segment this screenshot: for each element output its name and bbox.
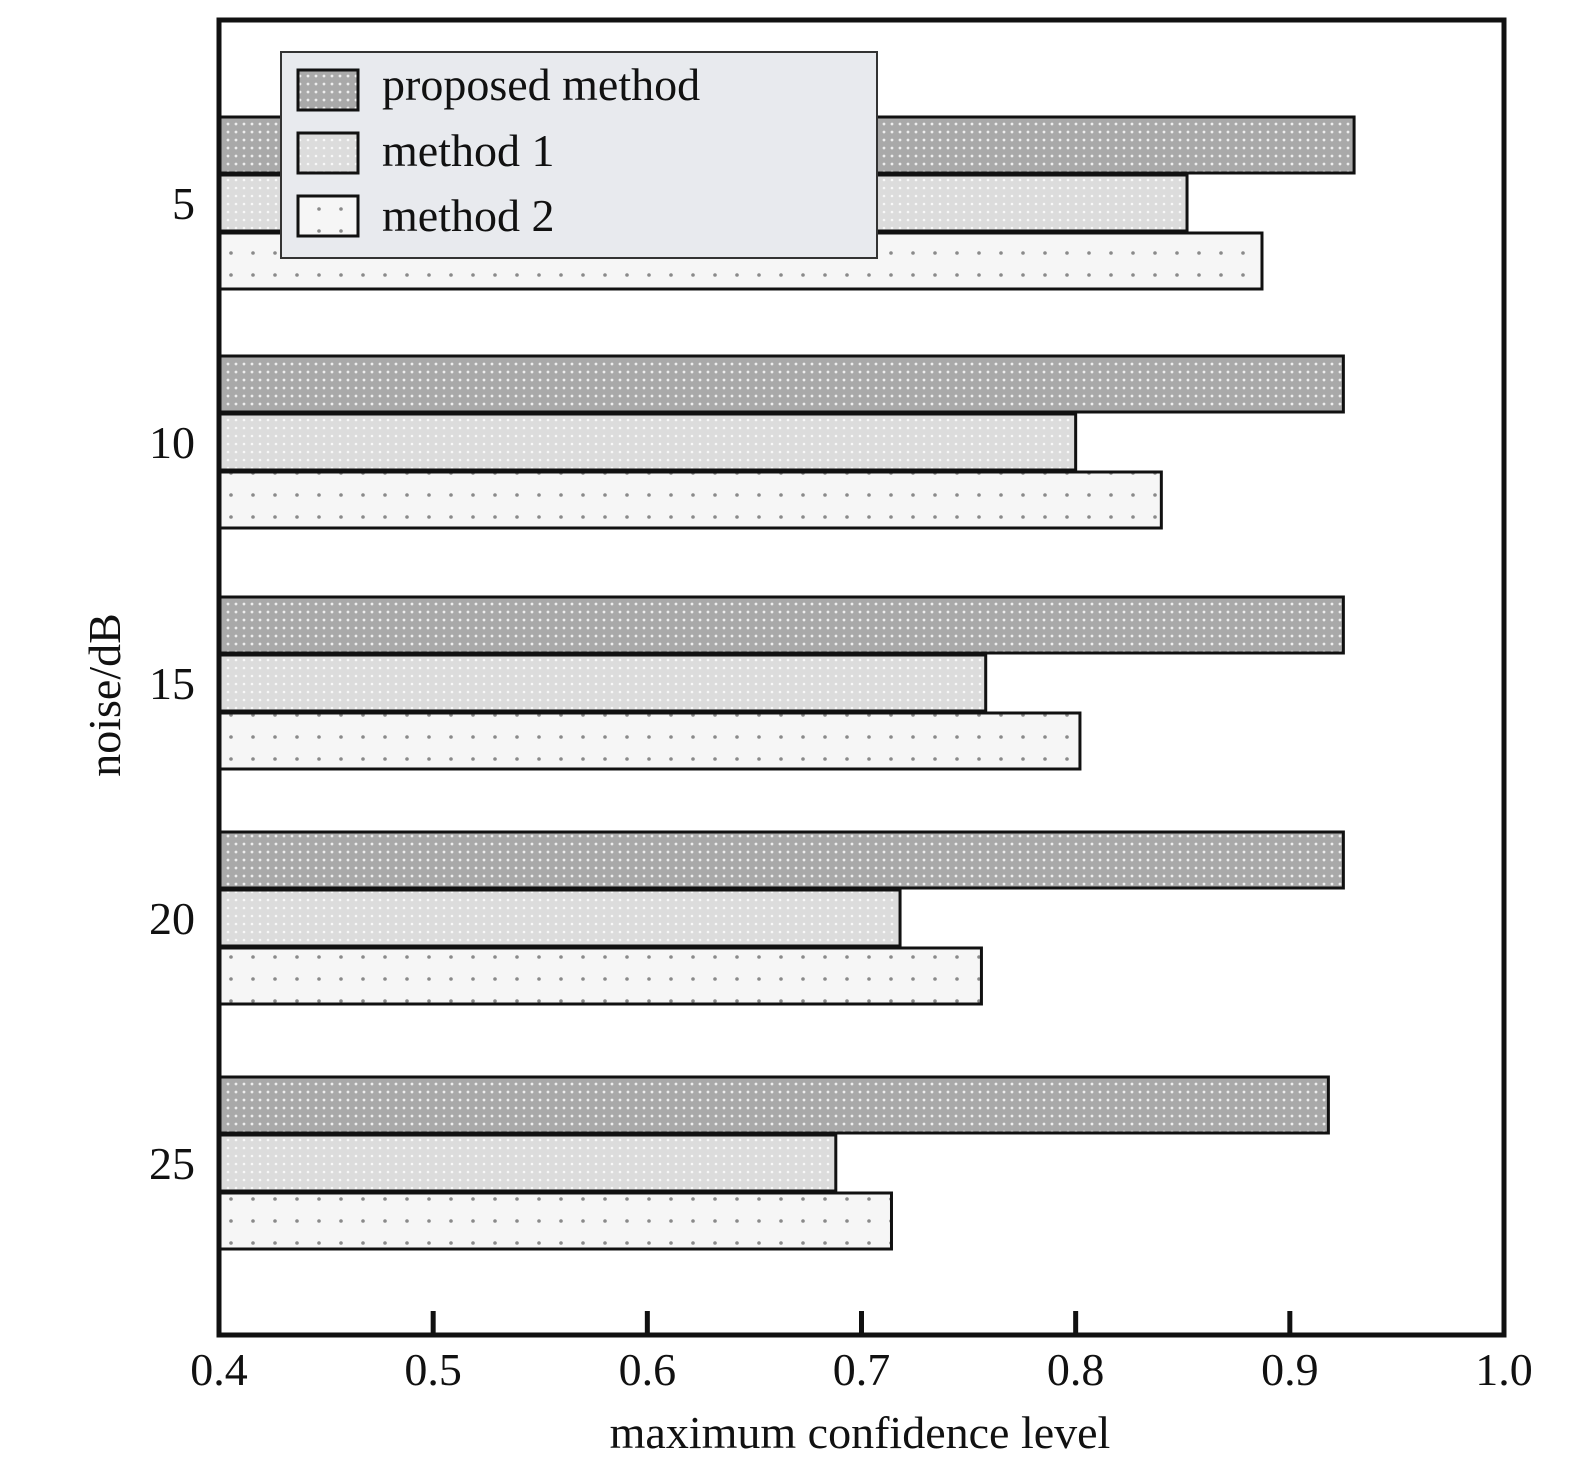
bar-method-2-15db xyxy=(217,711,1082,771)
legend: proposed method method 1 method 2 xyxy=(280,51,878,259)
legend-swatch-method-1 xyxy=(296,131,360,175)
legend-label-proposed: proposed method xyxy=(382,59,700,110)
bar-method-1-15db xyxy=(217,653,988,713)
bar-method-2-25db xyxy=(217,1191,893,1251)
legend-box xyxy=(280,51,878,259)
plot-frame xyxy=(216,17,1507,1338)
legend-swatch-proposed xyxy=(296,68,360,112)
x-tick-label-0.4: 0.4 xyxy=(190,1344,248,1395)
x-tick-label-0.7: 0.7 xyxy=(833,1344,891,1395)
bar-proposed-15db xyxy=(217,595,1345,655)
y-category-label-15: 15 xyxy=(149,658,195,709)
y-category-label-20: 20 xyxy=(149,893,195,944)
x-tick-label-0.9: 0.9 xyxy=(1261,1344,1319,1395)
bars-group xyxy=(217,115,1356,1251)
bar-proposed-25db xyxy=(217,1075,1330,1135)
x-tick-label-0.8: 0.8 xyxy=(1047,1344,1105,1395)
bar-proposed-10db xyxy=(217,354,1345,414)
legend-label-method-1: method 1 xyxy=(382,125,554,176)
y-axis-title: noise/dB xyxy=(79,613,130,777)
y-category-label-10: 10 xyxy=(149,417,195,468)
y-category-label-5: 5 xyxy=(172,178,195,229)
x-axis-ticks: 0.4 0.5 0.6 0.7 0.8 0.9 1.0 xyxy=(190,1311,1533,1395)
x-tick-label-0.6: 0.6 xyxy=(619,1344,677,1395)
legend-label-method-2: method 2 xyxy=(382,190,554,241)
legend-swatch-method-2 xyxy=(296,194,360,238)
bar-method-1-20db xyxy=(217,888,902,948)
bar-method-1-10db xyxy=(217,412,1078,472)
bar-method-2-10db xyxy=(217,470,1163,530)
bar-method-1-25db xyxy=(217,1133,838,1193)
y-axis-labels: 5 10 15 20 25 xyxy=(149,178,195,1189)
bar-method-2-20db xyxy=(217,946,983,1006)
x-tick-label-0.5: 0.5 xyxy=(404,1344,462,1395)
x-axis-title: maximum confidence level xyxy=(610,1407,1111,1458)
y-category-label-25: 25 xyxy=(149,1138,195,1189)
x-tick-label-1.0: 1.0 xyxy=(1475,1344,1533,1395)
bar-proposed-20db xyxy=(217,830,1345,890)
